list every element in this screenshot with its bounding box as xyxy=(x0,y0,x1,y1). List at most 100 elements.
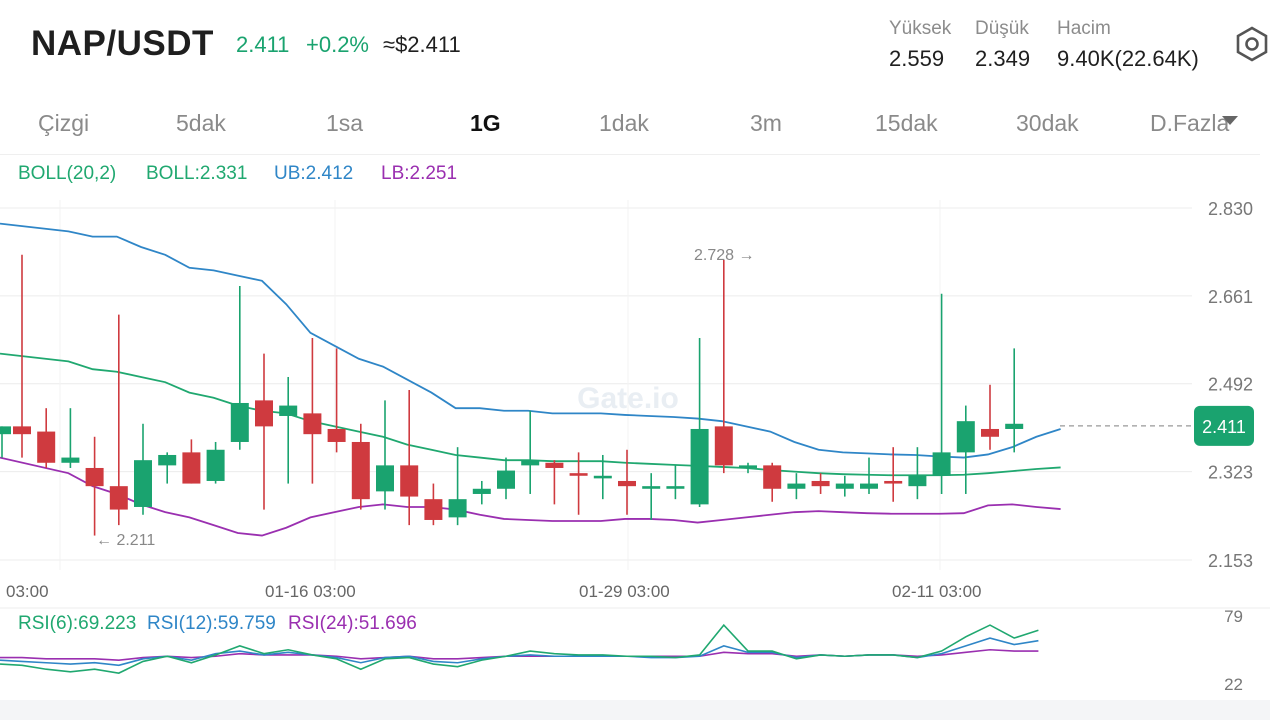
pair-title[interactable]: NAP/USDT xyxy=(31,24,214,63)
candle-up xyxy=(956,421,975,453)
rsi-tick-label: 22 xyxy=(1224,675,1243,694)
rsi12-line xyxy=(0,637,1039,667)
boll-lower-band xyxy=(0,456,1061,537)
candle-up xyxy=(739,465,757,468)
boll-middle-band xyxy=(0,352,1061,477)
candle-up xyxy=(787,483,806,489)
rsi6-legend: RSI(6):69.223 xyxy=(18,613,137,634)
stat-high-label: Yüksek xyxy=(889,18,952,39)
tab-15min[interactable]: 15dak xyxy=(875,110,938,136)
candle-up xyxy=(835,483,854,489)
tab-1d[interactable]: 1G xyxy=(470,110,501,136)
tab-line[interactable]: Çizgi xyxy=(38,110,90,136)
candle-up xyxy=(61,457,80,463)
stat-low-label: Düşük xyxy=(975,18,1029,39)
market-header: NAP/USDT 2.411 +0.2% ≈$2.411 Yüksek 2.55… xyxy=(0,0,1270,92)
candle-down xyxy=(303,413,322,435)
stat-volume: Hacim 9.40K(22.64K) xyxy=(1057,18,1199,72)
settings-button[interactable] xyxy=(1234,26,1270,62)
tab-5min[interactable]: 5dak xyxy=(176,110,226,136)
y-tick-label: 2.830 xyxy=(1208,199,1253,219)
candle-down xyxy=(763,465,782,489)
candle-up xyxy=(376,465,394,492)
chevron-down-icon[interactable] xyxy=(1222,116,1238,125)
candle-down xyxy=(13,426,31,435)
candle-up xyxy=(206,449,225,481)
rsi12-legend: RSI(12):59.759 xyxy=(147,613,276,634)
candle-up xyxy=(593,475,612,479)
candle-up xyxy=(860,483,878,489)
stat-low: Düşük 2.349 xyxy=(975,18,1030,72)
candle-up xyxy=(279,405,298,416)
last-price: 2.411 xyxy=(236,32,290,57)
candle-up xyxy=(932,452,951,476)
x-tick-label: 02-11 03:00 xyxy=(892,582,981,601)
boll-legend-mid: BOLL:2.331 xyxy=(146,163,248,184)
candle-up xyxy=(472,488,491,494)
candle-down xyxy=(85,467,104,487)
candle-up xyxy=(666,486,685,489)
candle-up xyxy=(230,402,249,442)
candle-down xyxy=(182,452,201,484)
tab-more[interactable]: D.Fazla xyxy=(1150,110,1230,136)
x-tick-label: 01-16 03:00 xyxy=(265,582,356,601)
candle-down xyxy=(327,428,346,442)
change-percent: +0.2% xyxy=(306,32,369,57)
candle-up xyxy=(521,460,540,466)
candle-down xyxy=(424,499,443,520)
candle-up xyxy=(448,499,467,518)
rsi6-line xyxy=(0,623,1039,674)
candle-down xyxy=(37,431,56,463)
x-tick-label: 01-29 03:00 xyxy=(579,582,670,601)
max-price-marker: 2.728 → xyxy=(694,247,754,264)
candle-down xyxy=(618,480,636,487)
approx-usd-price: ≈$2.411 xyxy=(383,32,461,57)
stat-volume-value: 9.40K(22.64K) xyxy=(1057,46,1199,71)
stat-high: Yüksek 2.559 xyxy=(889,18,951,72)
candle-up xyxy=(134,460,152,507)
candle-down xyxy=(884,480,903,484)
candle-down xyxy=(981,428,999,437)
candle-up xyxy=(0,426,11,435)
candle-down xyxy=(569,473,588,476)
candle-down xyxy=(400,465,419,497)
candle-down xyxy=(351,441,370,500)
bottom-bar xyxy=(0,700,1270,720)
watermark: Gate.io xyxy=(577,382,679,415)
candle-up xyxy=(1005,423,1024,429)
candle-down xyxy=(714,426,733,466)
boll-legend-ub: UB:2.412 xyxy=(274,163,354,184)
y-tick-label: 2.492 xyxy=(1208,375,1253,395)
rsi-tick-label: 79 xyxy=(1224,607,1243,626)
tab-3m[interactable]: 3m xyxy=(750,110,782,136)
boll-legend-lb: LB:2.251 xyxy=(381,163,458,184)
interval-tabs: Çizgi 5dak 1sa 1G 1dak 3m 15dak 30dak D.… xyxy=(0,96,1260,155)
candle-up xyxy=(908,475,927,487)
candle-down xyxy=(255,400,273,427)
stat-high-value: 2.559 xyxy=(889,46,945,71)
candle-up xyxy=(158,454,177,466)
last-price-tag-label: 2.411 xyxy=(1202,417,1246,437)
last-price-tag xyxy=(1194,405,1254,446)
y-tick-label: 2.153 xyxy=(1208,551,1253,571)
x-tick-label: 03:00 xyxy=(6,582,49,601)
tab-1h[interactable]: 1sa xyxy=(326,110,364,136)
gear-icon xyxy=(1236,26,1268,62)
candle-up xyxy=(690,428,709,505)
tab-1min[interactable]: 1dak xyxy=(599,110,649,136)
stat-volume-label: Hacim xyxy=(1057,18,1111,39)
stat-low-value: 2.349 xyxy=(975,46,1031,71)
tab-30min[interactable]: 30dak xyxy=(1016,110,1079,136)
boll-upper-band xyxy=(0,222,1061,459)
candle-down xyxy=(545,462,564,468)
rsi24-legend: RSI(24):51.696 xyxy=(288,613,417,634)
candle-up xyxy=(497,470,515,489)
candle-down xyxy=(811,480,830,487)
candle-up xyxy=(642,486,661,489)
candle-down xyxy=(109,486,128,510)
boll-legend-name: BOLL(20,2) xyxy=(18,163,117,184)
y-tick-label: 2.323 xyxy=(1208,463,1253,483)
y-tick-label: 2.661 xyxy=(1208,287,1253,307)
min-price-marker: ← 2.211 xyxy=(96,532,155,549)
